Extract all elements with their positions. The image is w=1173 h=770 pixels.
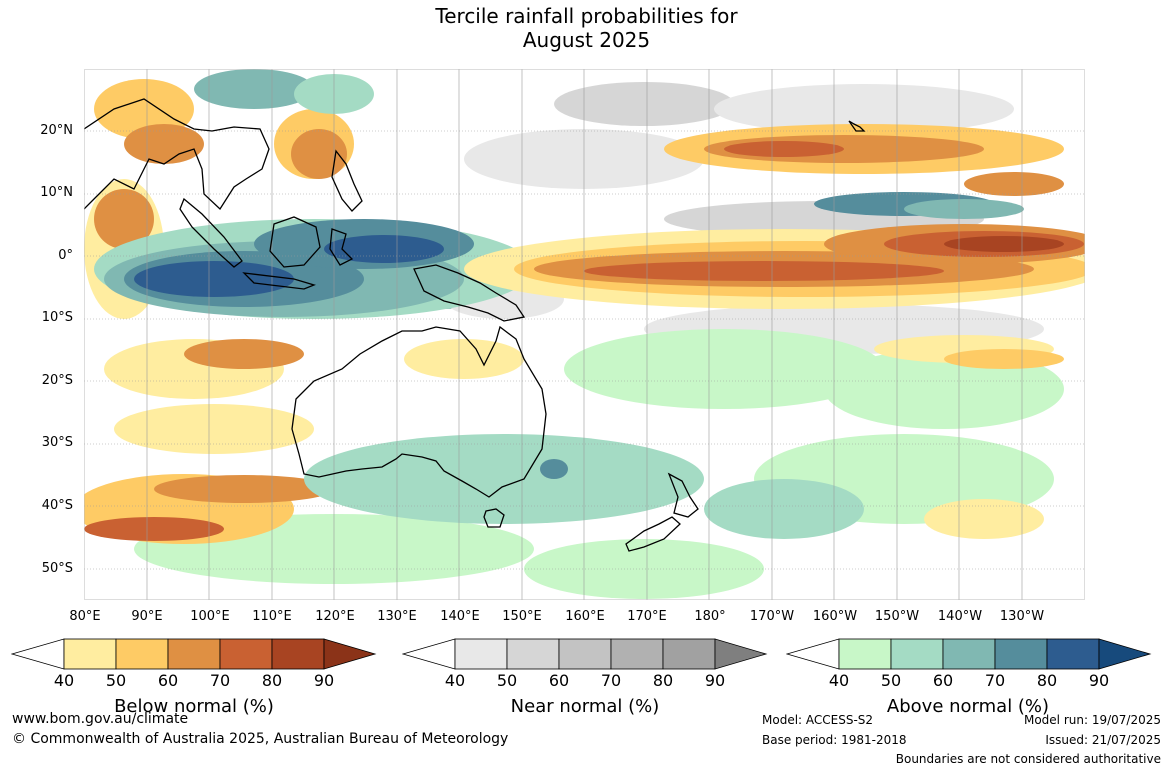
boundaries-note: Boundaries are not considered authoritat…: [895, 752, 1161, 766]
lon-label-170w: 170°W: [749, 609, 795, 624]
lon-label-160e: 160°E: [565, 609, 605, 624]
copyright-text: © Commonwealth of Australia 2025, Austra…: [12, 731, 509, 747]
base-period: Base period: 1981-2018: [762, 733, 907, 747]
below-tick-40: 40: [53, 671, 75, 690]
lat-label-20s: 20°S: [41, 373, 73, 388]
model-name: Model: ACCESS-S2: [762, 713, 874, 727]
lon-label-170e: 170°E: [627, 609, 667, 624]
below-normal-label: Below normal (%): [114, 696, 274, 717]
borneo-coast: [269, 216, 321, 268]
lon-label-150w: 150°W: [874, 609, 920, 624]
sulawesi-coast: [329, 228, 354, 266]
lon-label-140w: 140°W: [937, 609, 983, 624]
se-asia-mainland-coast: [84, 98, 270, 211]
rainfall-probability-map: [84, 69, 1085, 600]
probability-patches: [84, 69, 1064, 599]
below-tick-90: 90: [313, 671, 335, 690]
lat-label-10n: 10°N: [40, 185, 73, 200]
colorbar-near-normal: [402, 638, 768, 670]
colorbar-below-normal: [11, 638, 377, 670]
title-line-2: August 2025: [522, 28, 651, 52]
sumatra-coast: [179, 197, 243, 268]
lon-label-80e: 80°E: [69, 609, 101, 624]
above-tick-60: 60: [932, 671, 954, 690]
below-tick-50: 50: [105, 671, 127, 690]
hawaii-coast: [848, 120, 866, 132]
lon-label-140e: 140°E: [440, 609, 480, 624]
near-tick-50: 50: [496, 671, 518, 690]
new-zealand-north-coast: [667, 472, 699, 518]
near-tick-80: 80: [652, 671, 674, 690]
java-coast: [242, 272, 316, 290]
australia-coast: [291, 325, 547, 498]
near-tick-40: 40: [444, 671, 466, 690]
lat-label-40s: 40°S: [41, 498, 73, 513]
below-normal-equatorial-band: [464, 224, 1085, 309]
lat-label-10s: 10°S: [41, 310, 73, 325]
title-line-1: Tercile rainfall probabilities for: [435, 4, 738, 28]
lon-label-130e: 130°E: [377, 609, 417, 624]
tasmania-coast: [483, 508, 505, 528]
below-tick-60: 60: [157, 671, 179, 690]
lon-label-110e: 110°E: [252, 609, 292, 624]
below-tick-80: 80: [261, 671, 283, 690]
new-guinea-coast: [413, 264, 526, 322]
lon-label-150e: 150°E: [502, 609, 542, 624]
near-normal-label: Near normal (%): [510, 696, 660, 717]
website-link[interactable]: www.bom.gov.au/climate: [12, 711, 189, 727]
lon-label-180: 180°: [694, 609, 726, 624]
lon-label-100e: 100°E: [190, 609, 230, 624]
lat-label-0: 0°: [58, 248, 73, 263]
near-tick-90: 90: [704, 671, 726, 690]
lon-label-120e: 120°E: [315, 609, 355, 624]
colorbar-above-normal: [786, 638, 1152, 670]
above-tick-70: 70: [984, 671, 1006, 690]
lon-label-160w: 160°W: [812, 609, 858, 624]
above-tick-90: 90: [1088, 671, 1110, 690]
lon-label-90e: 90°E: [131, 609, 163, 624]
near-tick-60: 60: [548, 671, 570, 690]
below-tick-70: 70: [209, 671, 231, 690]
model-run-date: Model run: 19/07/2025: [1023, 713, 1161, 727]
lat-label-30s: 30°S: [41, 435, 73, 450]
below-normal-northern-band: [664, 124, 1064, 196]
lat-label-20n: 20°N: [40, 123, 73, 138]
coastlines: [84, 98, 866, 552]
graticule: [84, 69, 1085, 600]
above-tick-50: 50: [880, 671, 902, 690]
above-tick-40: 40: [828, 671, 850, 690]
lat-label-50s: 50°S: [41, 561, 73, 576]
near-tick-70: 70: [600, 671, 622, 690]
above-tick-80: 80: [1036, 671, 1058, 690]
above-normal-label: Above normal (%): [886, 696, 1050, 717]
issued-date: Issued: 21/07/2025: [1045, 733, 1161, 747]
philippines-coast: [331, 149, 363, 212]
chart-title: Tercile rainfall probabilities for Augus…: [0, 4, 1173, 52]
new-zealand-south-coast: [625, 516, 681, 552]
lon-label-130w: 130°W: [999, 609, 1045, 624]
